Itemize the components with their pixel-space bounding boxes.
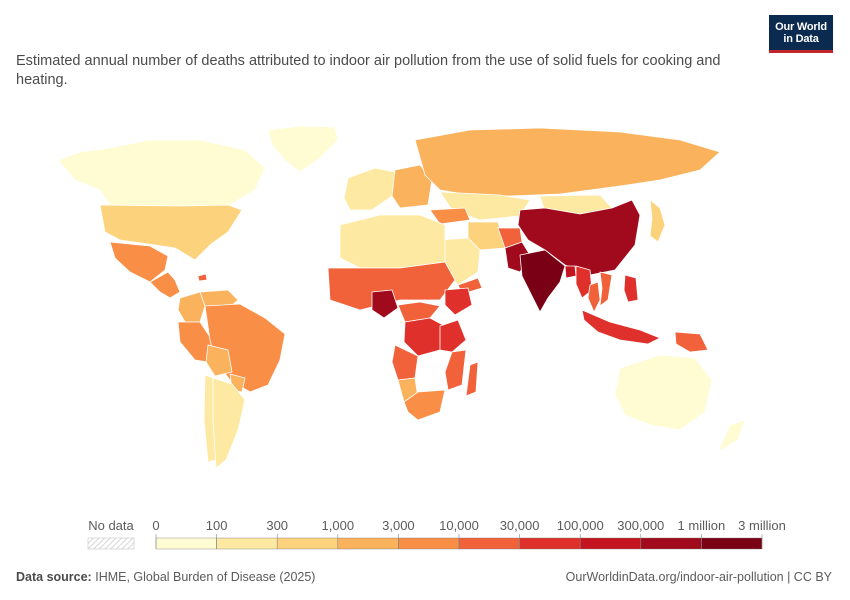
legend-tick-label: 30,000 [500, 518, 540, 533]
region-bangladesh[interactable] [564, 265, 577, 279]
legend-tick-label: 3 million [738, 518, 786, 533]
legend-bin-4[interactable] [398, 537, 460, 550]
region-nigeria[interactable] [371, 289, 399, 319]
region-myanmar[interactable] [575, 265, 593, 299]
source-url[interactable]: OurWorldinData.org/indoor-air-pollution … [565, 570, 832, 584]
legend-no-data-swatch [87, 537, 135, 550]
color-legend: No data 0 100 300 1,000 3,000 10,000 30,000 100… [87, 518, 786, 550]
region-philippines[interactable] [623, 274, 639, 303]
region-vietnam[interactable] [599, 271, 613, 307]
region-western-europe[interactable] [343, 167, 396, 211]
region-indonesia[interactable] [581, 309, 661, 345]
logo-line-1: Our World [775, 21, 827, 33]
chart-title: Estimated annual number of deaths attrib… [16, 53, 721, 88]
legend-bin-9[interactable] [701, 537, 763, 550]
region-dr-congo[interactable] [403, 317, 446, 357]
legend-tick-label: 10,000 [439, 518, 479, 533]
legend-tick-label: 100,000 [557, 518, 604, 533]
legend-bin-2[interactable] [277, 537, 339, 550]
region-central-africa[interactable] [397, 301, 441, 323]
region-mexico[interactable] [109, 241, 169, 283]
legend-bin-5[interactable] [458, 537, 520, 550]
region-tanzania[interactable] [439, 319, 467, 353]
source-label: Data source: [16, 570, 92, 584]
region-united-states[interactable] [99, 204, 243, 261]
region-papua-new-guinea[interactable] [674, 331, 709, 353]
world-map [57, 125, 746, 469]
region-north-africa[interactable] [339, 214, 446, 269]
region-bolivia[interactable] [205, 344, 233, 377]
region-colombia[interactable] [177, 291, 206, 323]
legend-tick-label: 300,000 [617, 518, 664, 533]
legend-bin-3[interactable] [337, 537, 399, 550]
region-central-america[interactable] [149, 271, 181, 299]
region-turkey[interactable] [429, 207, 471, 225]
region-south-africa[interactable] [403, 389, 446, 421]
region-russia[interactable] [414, 127, 721, 197]
legend-tick-label: 0 [152, 518, 159, 533]
region-haiti[interactable] [197, 273, 208, 282]
region-new-zealand[interactable] [717, 419, 746, 453]
source-text: IHME, Global Burden of Disease (2025) [95, 570, 316, 584]
region-thailand[interactable] [587, 281, 601, 313]
region-japan[interactable] [649, 199, 666, 243]
legend-bin-8[interactable] [640, 537, 702, 550]
legend-bin-6[interactable] [519, 537, 581, 550]
region-canada[interactable] [57, 139, 266, 209]
owid-logo[interactable]: Our World in Data [769, 15, 833, 53]
source-note: Data source: IHME, Global Burden of Dise… [16, 570, 315, 584]
region-india[interactable] [519, 249, 566, 313]
region-iran[interactable] [467, 221, 506, 251]
legend-bin-7[interactable] [580, 537, 642, 550]
region-australia[interactable] [614, 354, 713, 431]
legend-bin-1[interactable] [216, 537, 278, 550]
legend-tick-label: 1,000 [322, 518, 355, 533]
region-eastern-europe[interactable] [391, 164, 433, 209]
legend-tick-label: 1 million [678, 518, 726, 533]
region-greenland[interactable] [267, 125, 339, 173]
region-argentina[interactable] [212, 377, 246, 469]
legend-no-data-label: No data [88, 518, 134, 533]
region-mozambique[interactable] [444, 349, 467, 391]
region-china[interactable] [517, 199, 641, 276]
logo-line-2: in Data [783, 33, 819, 45]
legend-tick-label: 300 [266, 518, 288, 533]
region-ethiopia[interactable] [444, 287, 473, 316]
legend-tick-label: 3,000 [382, 518, 415, 533]
region-madagascar[interactable] [465, 361, 479, 397]
legend-tick-label: 100 [206, 518, 228, 533]
legend-bin-0[interactable] [155, 537, 217, 550]
